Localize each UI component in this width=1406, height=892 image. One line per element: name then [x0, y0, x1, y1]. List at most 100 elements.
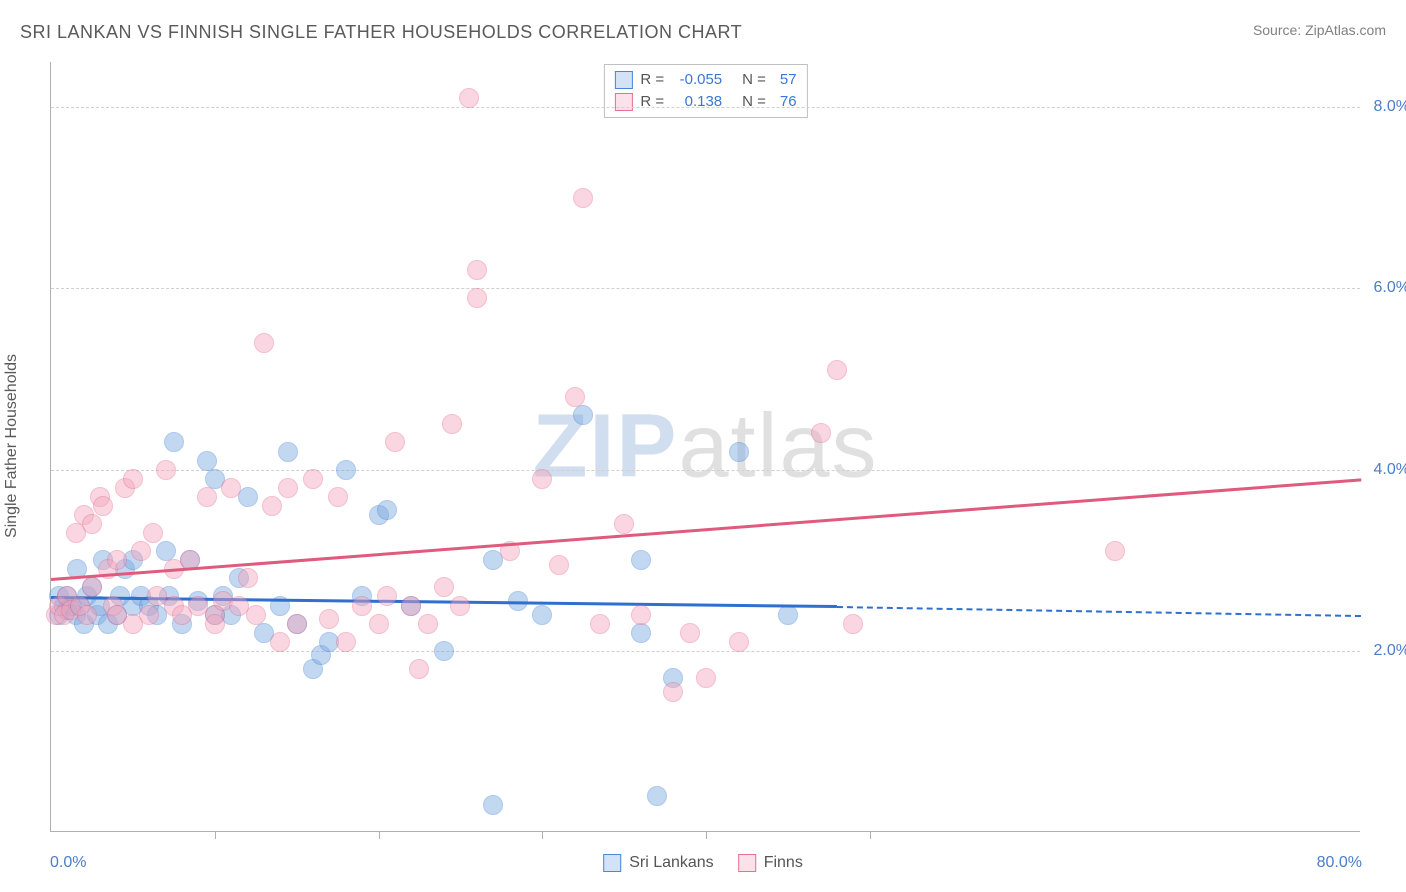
x-tick [870, 831, 871, 839]
scatter-point [82, 514, 102, 534]
scatter-point [467, 288, 487, 308]
scatter-point [459, 88, 479, 108]
scatter-point [631, 623, 651, 643]
scatter-point [287, 614, 307, 634]
scatter-point [409, 659, 429, 679]
scatter-point [156, 460, 176, 480]
scatter-point [131, 541, 151, 561]
scatter-point [680, 623, 700, 643]
legend-swatch [738, 854, 756, 872]
scatter-point [647, 786, 667, 806]
stat-r-label: R = [640, 69, 664, 91]
scatter-point [319, 609, 339, 629]
scatter-point [254, 333, 274, 353]
legend-swatch [603, 854, 621, 872]
gridline [51, 470, 1360, 471]
scatter-point [631, 605, 651, 625]
scatter-point [811, 423, 831, 443]
scatter-point [143, 523, 163, 543]
x-tick [215, 831, 216, 839]
gridline [51, 107, 1360, 108]
chart-title: SRI LANKAN VS FINNISH SINGLE FATHER HOUS… [20, 22, 742, 43]
scatter-point [336, 460, 356, 480]
scatter-point [385, 432, 405, 452]
y-tick-label: 8.0% [1366, 98, 1406, 116]
scatter-point [107, 550, 127, 570]
scatter-point [573, 405, 593, 425]
y-tick-label: 4.0% [1366, 461, 1406, 479]
scatter-point [246, 605, 266, 625]
scatter-point [303, 469, 323, 489]
scatter-point [827, 360, 847, 380]
scatter-point [631, 550, 651, 570]
scatter-point [377, 586, 397, 606]
stat-n-label: N = [742, 91, 766, 113]
y-tick-label: 2.0% [1366, 642, 1406, 660]
scatter-point [164, 432, 184, 452]
scatter-point [729, 442, 749, 462]
scatter-point [82, 577, 102, 597]
scatter-point [369, 614, 389, 634]
scatter-point [663, 682, 683, 702]
scatter-point [549, 555, 569, 575]
legend-item: Finns [738, 854, 803, 872]
scatter-point [450, 596, 470, 616]
scatter-point [77, 605, 97, 625]
scatter-point [696, 668, 716, 688]
scatter-point [123, 469, 143, 489]
x-tick [542, 831, 543, 839]
y-tick-label: 6.0% [1366, 279, 1406, 297]
stat-r-label: R = [640, 91, 664, 113]
scatter-point [843, 614, 863, 634]
scatter-point [139, 605, 159, 625]
scatter-point [434, 577, 454, 597]
scatter-point [328, 487, 348, 507]
legend-swatch [614, 93, 632, 111]
scatter-point [205, 614, 225, 634]
y-axis-label: Single Father Households [3, 354, 21, 538]
scatter-point [270, 632, 290, 652]
legend-label: Sri Lankans [629, 854, 714, 872]
scatter-point [336, 632, 356, 652]
scatter-point [532, 469, 552, 489]
x-tick [379, 831, 380, 839]
legend-label: Finns [764, 854, 803, 872]
watermark-part2: atlas [678, 396, 878, 496]
x-axis-min-label: 0.0% [50, 854, 86, 872]
scatter-point [483, 795, 503, 815]
scatter-point [565, 387, 585, 407]
scatter-point [377, 500, 397, 520]
watermark-part1: ZIP [532, 396, 678, 496]
scatter-point [93, 496, 113, 516]
scatter-point [418, 614, 438, 634]
scatter-point [238, 568, 258, 588]
scatter-point [532, 605, 552, 625]
scatter-point [590, 614, 610, 634]
bottom-legend: Sri Lankans Finns [603, 854, 803, 872]
scatter-point [197, 487, 217, 507]
scatter-point [278, 442, 298, 462]
x-axis-max-label: 80.0% [1317, 854, 1362, 872]
stat-n-value: 57 [780, 69, 797, 91]
source-label: Source: ZipAtlas.com [1253, 22, 1386, 38]
stats-legend-row: R =-0.055N =57 [614, 69, 796, 91]
stat-r-value: 0.138 [672, 91, 722, 113]
stat-n-value: 76 [780, 91, 797, 113]
gridline [51, 288, 1360, 289]
scatter-point [401, 596, 421, 616]
plot-area: ZIPatlas R =-0.055N =57R =0.138N =76 2.0… [50, 62, 1360, 832]
legend-swatch [614, 71, 632, 89]
scatter-point [467, 260, 487, 280]
scatter-point [729, 632, 749, 652]
stat-n-label: N = [742, 69, 766, 91]
x-tick [706, 831, 707, 839]
trend-line-dashed [837, 606, 1361, 617]
stats-legend-row: R = 0.138 N = 76 [614, 91, 796, 113]
legend-item: Sri Lankans [603, 854, 714, 872]
scatter-point [573, 188, 593, 208]
scatter-point [1105, 541, 1125, 561]
scatter-point [434, 641, 454, 661]
scatter-point [778, 605, 798, 625]
gridline [51, 651, 1360, 652]
scatter-point [614, 514, 634, 534]
